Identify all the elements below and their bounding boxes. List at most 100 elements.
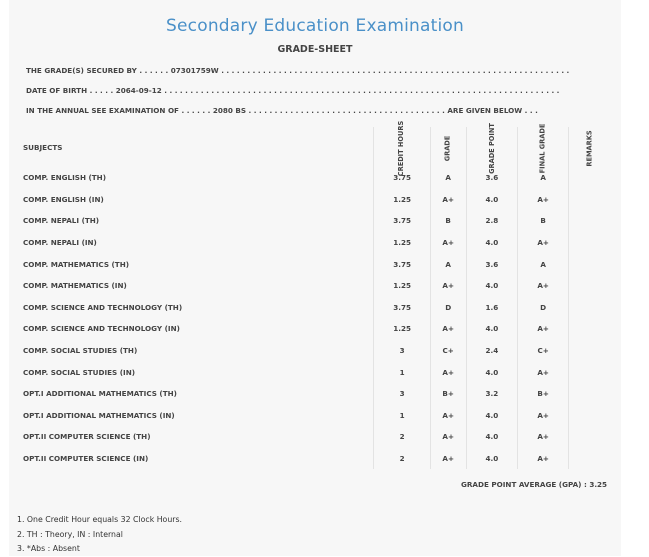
grades-secured-by-line: THE GRADE(S) SECURED BY . . . . . . 0730…: [26, 66, 570, 75]
page-title: Secondary Education Examination: [166, 16, 464, 36]
grade-point-cell: 4.0: [465, 188, 518, 211]
grade-cell: A: [429, 167, 467, 189]
grade-cell: A+: [429, 404, 467, 427]
final-grade-cell: D: [517, 296, 569, 319]
final-grade-cell: A+: [517, 361, 569, 383]
subject-cell: COMP. SOCIAL STUDIES (TH): [23, 346, 138, 356]
grade-cell: B+: [429, 382, 467, 405]
grade-point-cell: 2.8: [465, 210, 518, 232]
subject-cell: OPT.II COMPUTER SCIENCE (IN): [23, 454, 149, 464]
grade-cell: A: [429, 253, 467, 275]
annual-exam-line: IN THE ANNUAL SEE EXAMINATION OF . . . .…: [26, 106, 538, 115]
table-row: COMP. NEPALI (IN) 1.25 A+ 4.0 A+: [18, 231, 612, 254]
credit-cell: 1: [373, 404, 431, 427]
grade-point-cell: 4.0: [465, 404, 518, 427]
header-grade-point-label: GRADE POINT: [487, 122, 496, 174]
remarks-cell: [567, 382, 612, 405]
grade-cell: A+: [429, 447, 467, 470]
header-subjects: SUBJECTS: [23, 142, 63, 152]
credit-cell: 1.25: [373, 318, 431, 340]
final-grade-cell: A+: [517, 231, 569, 254]
credit-cell: 1.25: [373, 231, 431, 254]
grade-cell: C+: [429, 339, 467, 362]
final-grade-cell: A: [517, 167, 569, 189]
header-grade-point: GRADE POINT: [465, 123, 518, 173]
grades-table: SUBJECTS CREDIT HOURS GRADE GRADE POINT …: [18, 120, 612, 470]
remarks-cell: [567, 167, 612, 189]
sheet-subtitle: GRADE-SHEET: [277, 44, 353, 55]
remarks-cell: [567, 339, 612, 362]
grade-cell: A+: [429, 231, 467, 254]
table-row: COMP. SCIENCE AND TECHNOLOGY (TH) 3.75 D…: [18, 296, 612, 319]
table-row: COMP. ENGLISH (TH) 3.75 A 3.6 A: [18, 167, 612, 189]
credit-cell: 2: [373, 447, 431, 470]
remarks-cell: [567, 296, 612, 319]
remarks-cell: [567, 361, 612, 383]
grade-point-cell: 3.6: [465, 253, 518, 275]
subject-cell: COMP. SCIENCE AND TECHNOLOGY (TH): [23, 302, 183, 312]
header-final-grade: FINAL GRADE: [517, 123, 569, 173]
remarks-cell: [567, 188, 612, 211]
table-row: OPT.I ADDITIONAL MATHEMATICS (IN) 1 A+ 4…: [18, 404, 612, 427]
subject-cell: COMP. ENGLISH (TH): [23, 173, 106, 183]
grade-cell: B: [429, 210, 467, 232]
subject-cell: COMP. MATHEMATICS (IN): [23, 281, 127, 291]
final-grade-cell: A+: [517, 318, 569, 340]
grade-cell: A+: [429, 274, 467, 297]
credit-cell: 1.25: [373, 188, 431, 211]
table-header-row: SUBJECTS CREDIT HOURS GRADE GRADE POINT …: [18, 120, 612, 176]
subject-cell: OPT.I ADDITIONAL MATHEMATICS (IN): [23, 410, 175, 420]
subject-cell: COMP. MATHEMATICS (TH): [23, 259, 130, 269]
header-credit-hours-label: CREDIT HOURS: [397, 120, 406, 176]
grade-sheet: Secondary Education Examination GRADE-SH…: [9, 0, 621, 556]
footnotes: 1. One Credit Hour equals 32 Clock Hours…: [17, 513, 182, 557]
final-grade-cell: A+: [517, 404, 569, 427]
table-row: OPT.II COMPUTER SCIENCE (IN) 2 A+ 4.0 A+: [18, 447, 612, 470]
remarks-cell: [567, 404, 612, 427]
grade-point-cell: 3.2: [465, 382, 518, 405]
credit-cell: 3.75: [373, 210, 431, 232]
credit-cell: 1.25: [373, 274, 431, 297]
grade-point-cell: 4.0: [465, 447, 518, 470]
subject-cell: COMP. NEPALI (TH): [23, 216, 100, 226]
credit-cell: 1: [373, 361, 431, 383]
remarks-cell: [567, 253, 612, 275]
gpa-summary: GRADE POINT AVERAGE (GPA) : 3.25: [461, 480, 608, 489]
table-row: COMP. MATHEMATICS (IN) 1.25 A+ 4.0 A+: [18, 274, 612, 297]
table-row: OPT.II COMPUTER SCIENCE (TH) 2 A+ 4.0 A+: [18, 426, 612, 448]
credit-cell: 3.75: [373, 253, 431, 275]
remarks-cell: [567, 274, 612, 297]
subject-cell: COMP. SOCIAL STUDIES (IN): [23, 367, 136, 377]
header-remarks-label: REMARKS: [585, 129, 594, 167]
grade-point-cell: 3.6: [465, 167, 518, 189]
final-grade-cell: A+: [517, 274, 569, 297]
final-grade-cell: A+: [517, 426, 569, 448]
table-row: COMP. ENGLISH (IN) 1.25 A+ 4.0 A+: [18, 188, 612, 211]
credit-cell: 2: [373, 426, 431, 448]
grade-point-cell: 2.4: [465, 339, 518, 362]
remarks-cell: [567, 210, 612, 232]
credit-cell: 3.75: [373, 167, 431, 189]
grade-point-cell: 4.0: [465, 318, 518, 340]
header-remarks: REMARKS: [567, 127, 612, 167]
grade-point-cell: 4.0: [465, 361, 518, 383]
date-of-birth-line: DATE OF BIRTH . . . . . 2064-09-12 . . .…: [26, 86, 560, 95]
grade-cell: A+: [429, 318, 467, 340]
grade-cell: A+: [429, 188, 467, 211]
remarks-cell: [567, 318, 612, 340]
header-grade: GRADE: [429, 127, 467, 167]
subject-cell: COMP. SCIENCE AND TECHNOLOGY (IN): [23, 324, 180, 334]
table-row: OPT.I ADDITIONAL MATHEMATICS (TH) 3 B+ 3…: [18, 382, 612, 405]
header-grade-label: GRADE: [443, 135, 452, 161]
grade-point-cell: 4.0: [465, 231, 518, 254]
remarks-cell: [567, 231, 612, 254]
grade-cell: A+: [429, 361, 467, 383]
footnote-item: 1. One Credit Hour equals 32 Clock Hours…: [17, 515, 183, 524]
table-row: COMP. SOCIAL STUDIES (IN) 1 A+ 4.0 A+: [18, 361, 612, 383]
credit-cell: 3: [373, 339, 431, 362]
final-grade-cell: A+: [517, 447, 569, 470]
credit-cell: 3: [373, 382, 431, 405]
final-grade-cell: A: [517, 253, 569, 275]
header-final-grade-label: FINAL GRADE: [538, 123, 547, 173]
grade-cell: A+: [429, 426, 467, 448]
